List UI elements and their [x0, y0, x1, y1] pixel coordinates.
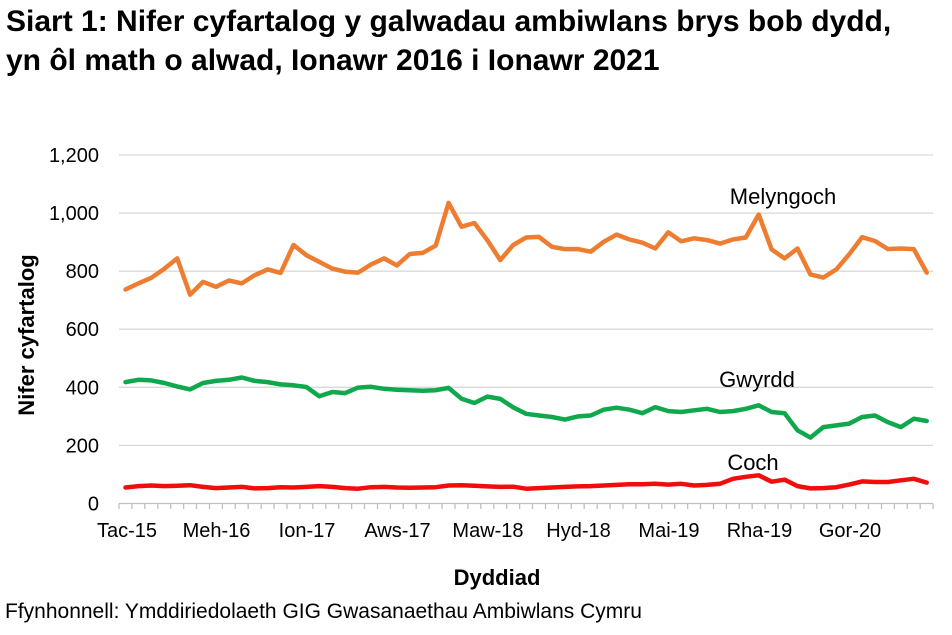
source-note: Ffynhonnell: Ymddiriedolaeth GIG Gwasana… [5, 600, 642, 623]
y-tick-label: 0 [88, 494, 99, 516]
y-axis-tick-labels: 1,200 1,000 800 600 400 200 0 [49, 145, 99, 516]
series-labels: Melyngoch Gwyrdd Coch [719, 184, 836, 475]
y-tick-label: 200 [66, 435, 99, 457]
y-tick-label: 800 [66, 261, 99, 283]
y-tick-label: 600 [66, 319, 99, 341]
x-tick-label: Ion-17 [279, 520, 336, 542]
x-tick-label: Hyd-18 [546, 520, 610, 542]
y-tick-label: 1,000 [49, 203, 99, 225]
series-line-melyngoch [123, 200, 929, 297]
series-line-gwyrdd [123, 375, 929, 440]
x-axis-title: Dyddiad [454, 565, 541, 590]
x-tick-label: Tac-15 [97, 520, 157, 542]
y-tick-label: 400 [66, 377, 99, 399]
chart-title: Siart 1: Nifer cyfartalog y galwadau amb… [6, 5, 892, 77]
x-tick-label: Maw-18 [452, 520, 523, 542]
series-label-coch: Coch [727, 450, 778, 475]
x-axis-tickmarks [118, 503, 934, 509]
x-tick-label: Gor-20 [819, 520, 881, 542]
y-axis-title: Nifer cyfartalog [14, 254, 39, 415]
x-tick-label: Aws-17 [364, 520, 430, 542]
gridlines [119, 154, 933, 447]
series-line-coch [123, 473, 929, 491]
series-label-gwyrdd: Gwyrdd [719, 367, 795, 392]
x-tick-label: Meh-16 [183, 520, 251, 542]
series-layer [123, 200, 929, 491]
x-tick-label: Rha-19 [727, 520, 793, 542]
x-tick-label: Mai-19 [638, 520, 699, 542]
x-axis-tick-labels: Tac-15 Meh-16 Ion-17 Aws-17 Maw-18 Hyd-1… [97, 520, 881, 542]
series-label-melyngoch: Melyngoch [730, 184, 836, 209]
y-tick-label: 1,200 [49, 145, 99, 167]
